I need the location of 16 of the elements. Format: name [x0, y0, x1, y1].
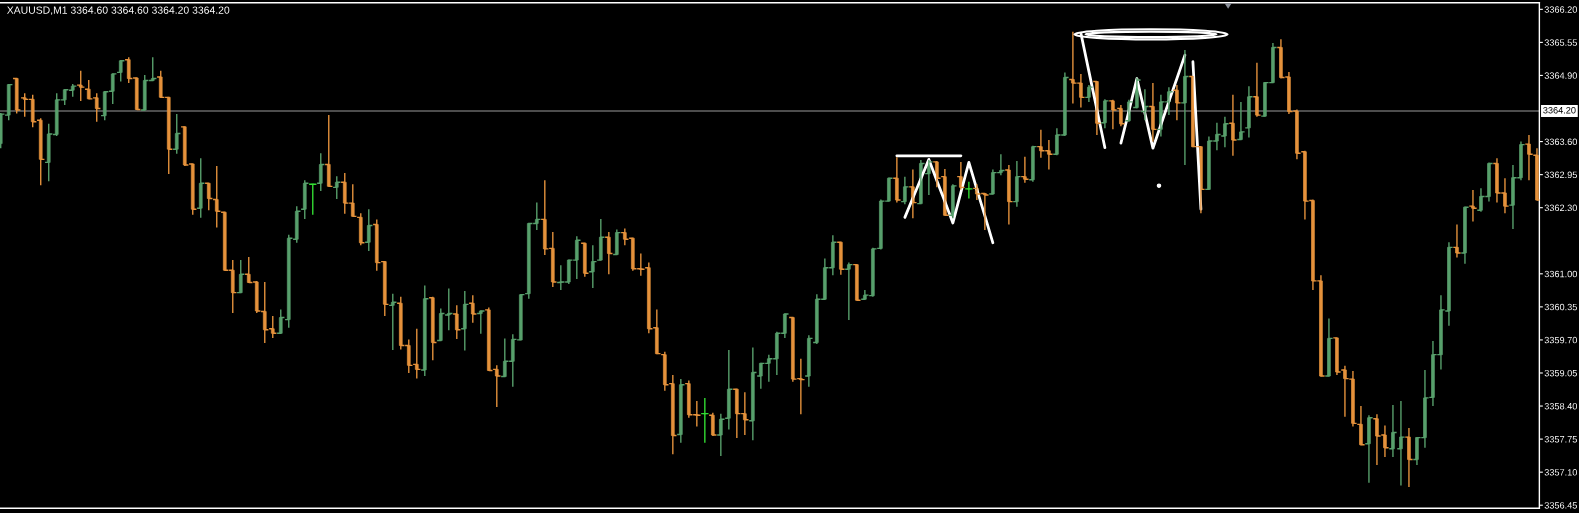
y-tick-label: 3356.45	[1544, 502, 1577, 509]
y-tick-label: 3363.60	[1544, 138, 1577, 145]
y-tick-label: 3359.05	[1544, 369, 1577, 377]
y-tick-label: 3359.70	[1544, 336, 1577, 344]
y-tick-label: 3365.55	[1544, 39, 1577, 46]
y-tick-label: 3361.00	[1544, 270, 1577, 278]
y-tick-label: 3360.35	[1544, 303, 1577, 311]
y-tick-label: 3362.95	[1544, 171, 1577, 179]
y-tick-label: 3357.10	[1544, 469, 1577, 476]
y-tick-label: 3362.30	[1544, 204, 1577, 212]
y-tick-label: 3358.40	[1544, 402, 1577, 410]
ref-line-label: 3364.20	[1543, 107, 1576, 114]
y-tick-label: 3357.75	[1544, 436, 1577, 443]
y-tick-label: 3366.20	[1544, 6, 1577, 13]
y-tick-label: 3364.90	[1544, 72, 1577, 79]
chart-title: XAUUSD,M1 3364.60 3364.60 3364.20 3364.20	[7, 6, 230, 16]
